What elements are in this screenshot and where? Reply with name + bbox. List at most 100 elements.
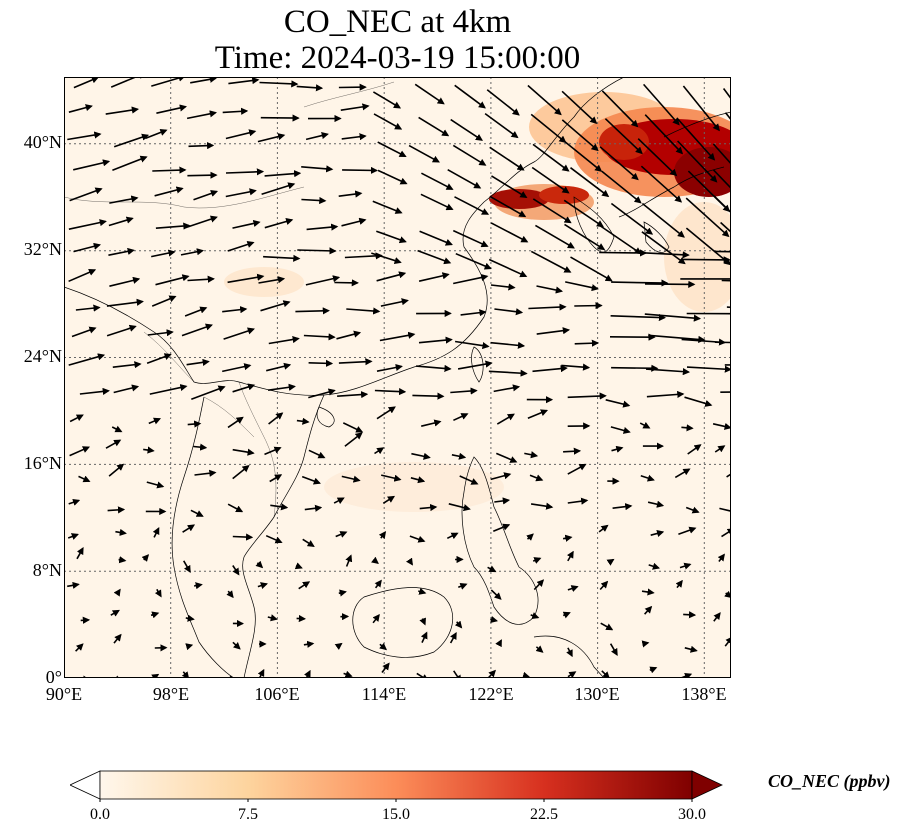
lat-tick: 8°N bbox=[32, 560, 62, 580]
wind-arrow bbox=[257, 133, 286, 143]
wind-arrow bbox=[69, 414, 84, 423]
wind-arrow bbox=[69, 187, 103, 202]
wind-arrow bbox=[79, 387, 110, 396]
wind-arrow bbox=[567, 497, 589, 505]
wind-arrow bbox=[340, 103, 370, 111]
wind-arrow bbox=[379, 331, 416, 342]
wind-arrow bbox=[719, 507, 731, 512]
wind-arrow bbox=[341, 133, 367, 141]
wind-arrow bbox=[186, 110, 218, 120]
wind-arrow bbox=[338, 190, 363, 198]
wind-arrow bbox=[450, 118, 484, 141]
wind-arrow bbox=[113, 633, 122, 644]
wind-arrow bbox=[381, 474, 402, 482]
lon-tick: 114°E bbox=[361, 684, 407, 704]
wind-arrow bbox=[342, 422, 364, 433]
wind-arrow bbox=[637, 251, 690, 259]
wind-arrow bbox=[304, 669, 311, 678]
wind-vectors bbox=[67, 77, 731, 678]
wind-arrow bbox=[113, 133, 150, 148]
wind-arrow bbox=[454, 196, 490, 215]
wind-arrow bbox=[714, 445, 726, 453]
lon-tick: 98°E bbox=[152, 684, 190, 704]
wind-arrow bbox=[343, 670, 353, 678]
wind-arrow bbox=[685, 506, 700, 514]
wind-arrow bbox=[267, 614, 278, 622]
wind-arrow bbox=[377, 169, 408, 185]
wind-arrow bbox=[526, 533, 534, 541]
wind-arrow bbox=[686, 365, 731, 373]
wind-arrow bbox=[303, 333, 336, 341]
wind-arrow bbox=[108, 216, 134, 227]
wind-arrow bbox=[338, 358, 373, 366]
wind-arrow bbox=[80, 616, 91, 624]
wind-arrow bbox=[712, 143, 731, 165]
wind-arrow bbox=[530, 113, 567, 144]
wind-arrow bbox=[419, 230, 453, 246]
wind-arrow bbox=[564, 140, 603, 172]
wind-arrow bbox=[489, 146, 525, 171]
wind-arrow bbox=[496, 413, 515, 425]
wind-arrow bbox=[530, 502, 554, 510]
wind-arrow bbox=[222, 306, 248, 314]
wind-arrow bbox=[302, 538, 315, 547]
colorbar-label: CO_NEC (ppbv) bbox=[768, 771, 891, 791]
wind-arrow bbox=[374, 579, 382, 589]
wind-arrow bbox=[181, 671, 190, 678]
wind-arrow bbox=[306, 223, 339, 231]
lon-tick: 138°E bbox=[681, 684, 727, 704]
wind-arrow bbox=[648, 334, 706, 344]
wind-arrow bbox=[374, 447, 385, 455]
wind-arrow bbox=[567, 671, 577, 678]
wind-arrow bbox=[227, 240, 255, 252]
wind-arrow bbox=[611, 445, 624, 453]
wind-arrow bbox=[264, 170, 302, 178]
wind-arrow bbox=[644, 313, 702, 322]
wind-arrow bbox=[151, 249, 176, 258]
wind-arrow bbox=[69, 446, 91, 457]
wind-arrow bbox=[105, 106, 140, 115]
wind-arrow bbox=[257, 582, 268, 590]
wind-arrow bbox=[222, 107, 249, 115]
wind-arrow bbox=[232, 641, 241, 650]
wind-arrow bbox=[225, 188, 257, 198]
colorbar-tick: 0.0 bbox=[90, 806, 110, 823]
wind-arrow bbox=[226, 590, 234, 599]
wind-arrow bbox=[486, 89, 520, 116]
wind-arrow bbox=[372, 91, 402, 109]
wind-arrow bbox=[261, 182, 296, 196]
wind-arrow bbox=[411, 452, 431, 460]
wind-arrow bbox=[232, 533, 254, 541]
wind-arrow bbox=[564, 223, 606, 251]
lon-tick: 106°E bbox=[254, 684, 300, 704]
wind-arrow bbox=[346, 307, 381, 315]
wind-arrow bbox=[561, 119, 599, 152]
wind-arrow bbox=[599, 146, 639, 181]
wind-arrow bbox=[110, 609, 120, 617]
wind-arrow bbox=[647, 500, 665, 508]
wind-arrow bbox=[610, 313, 667, 322]
wind-arrow bbox=[382, 495, 396, 504]
wind-arrow bbox=[453, 273, 489, 285]
lat-tick: 0° bbox=[45, 667, 62, 687]
wind-arrow bbox=[570, 256, 613, 282]
colorbar-min-extend bbox=[70, 770, 101, 800]
wind-arrow bbox=[333, 497, 345, 505]
wind-arrow bbox=[712, 422, 731, 430]
wind-arrow bbox=[185, 643, 194, 651]
wind-arrow bbox=[530, 612, 540, 619]
wind-arrow bbox=[527, 84, 562, 116]
wind-arrow bbox=[373, 113, 403, 130]
wind-arrow bbox=[678, 526, 697, 535]
wind-arrow bbox=[305, 132, 329, 141]
wind-arrow bbox=[376, 363, 403, 372]
wind-arrow bbox=[260, 300, 291, 312]
wind-arrow bbox=[75, 643, 84, 652]
wind-arrow bbox=[108, 463, 125, 477]
wind-arrow bbox=[713, 612, 721, 622]
wind-arrow bbox=[227, 503, 244, 513]
wind-arrow bbox=[611, 364, 659, 372]
wind-arrow bbox=[308, 449, 326, 459]
wind-arrow bbox=[490, 615, 499, 623]
wind-arrow bbox=[113, 588, 121, 597]
